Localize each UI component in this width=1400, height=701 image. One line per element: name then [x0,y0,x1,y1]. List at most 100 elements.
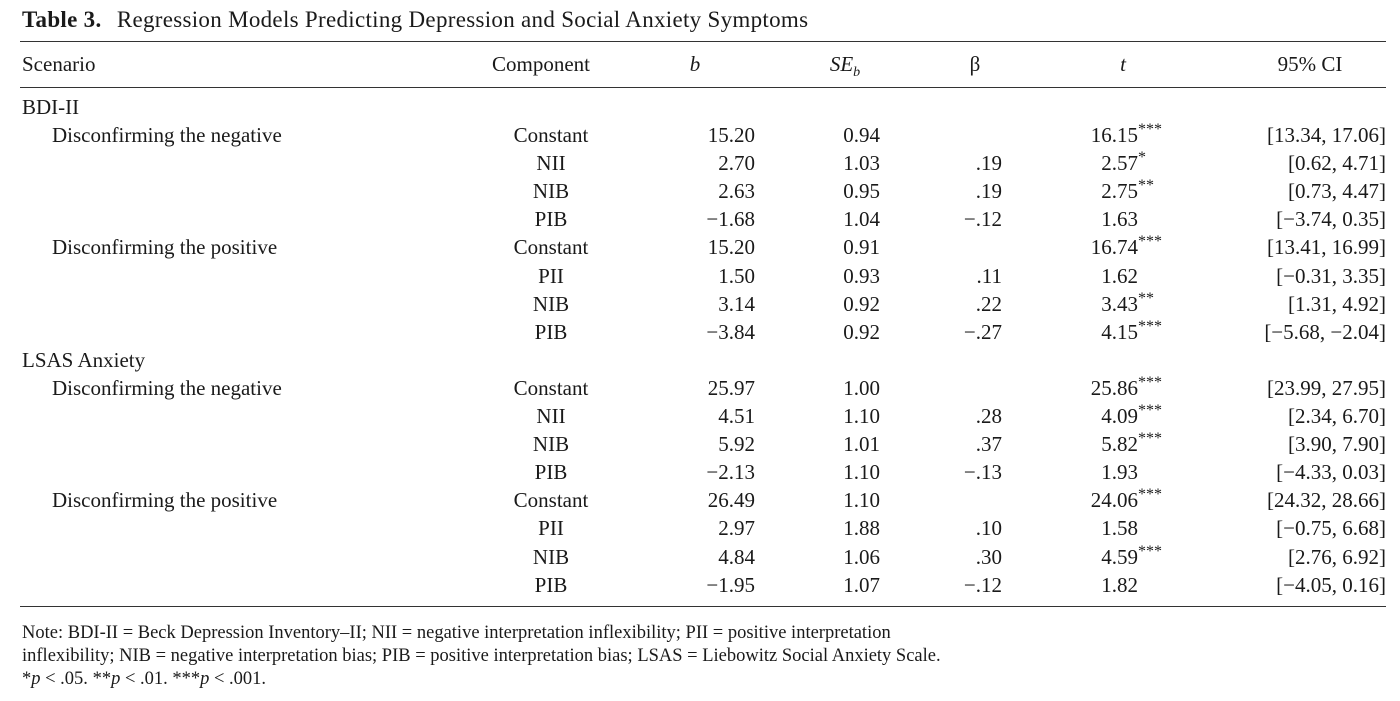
cell-beta: .19 [975,151,1002,176]
cell-b: −1.68 [706,207,755,232]
cell-ci: [1.31, 4.92] [1288,291,1386,316]
cell-b: 15.20 [707,123,755,148]
group-label: LSAS Anxiety [22,347,146,372]
cell-beta: −.12 [963,572,1002,597]
table-row: PII 2.97 1.88 .10 1.58 [−0.75, 6.68] [20,516,1386,544]
table-row: PII 1.50 0.93 .11 1.62 [−0.31, 3.35] [20,264,1386,292]
cell-b: 2.63 [718,179,755,204]
cell-t: 1.63 [1030,207,1138,232]
cell-t: 4.15 *** [1030,318,1162,345]
note-sig3-text: < .001. [209,669,267,689]
cell-beta: −.13 [963,460,1002,485]
cell-t-value: 16.74 [1090,235,1138,260]
cell-t-stars: *** [1138,430,1162,448]
cell-t-stars: *** [1138,233,1162,251]
cell-t-stars: * [1138,149,1146,167]
cell-se: 0.91 [843,235,880,260]
note-significance: *p < .05. **p < .01. ***p < .001. [22,668,1392,691]
cell-t: 24.06 *** [1030,486,1162,513]
cell-b: 4.84 [718,544,755,569]
note-line-2: inflexibility; NIB = negative interpreta… [22,646,941,666]
cell-se: 1.03 [843,151,880,176]
cell-se: 1.88 [843,516,880,541]
cell-t-stars: *** [1138,373,1162,391]
cell-component: NIB [532,544,570,569]
cell-t: 2.57 * [1030,149,1146,176]
cell-se: 0.92 [843,319,880,344]
cell-b: 15.20 [707,235,755,260]
cell-t-value: 16.15 [1090,123,1138,148]
header-se-sub: b [853,65,861,81]
note-sig2-stars: ** [92,669,112,689]
table-row: NIB 5.92 1.01 .37 5.82 *** [3.90, 7.90] [20,430,1386,460]
cell-component: PII [538,263,564,288]
cell-t: 4.09 *** [1030,402,1162,429]
cell-t: 25.86 *** [1030,374,1162,401]
cell-ci: [2.76, 6.92] [1288,544,1386,569]
cell-t-value: 5.82 [1101,432,1138,457]
cell-t: 1.82 [1030,573,1138,598]
header-se-main: SE [829,52,854,76]
cell-ci: [−4.33, 0.03] [1276,460,1386,485]
table-row: NII 4.51 1.10 .28 4.09 *** [2.34, 6.70] [20,402,1386,432]
cell-t-value: 1.63 [1101,207,1138,232]
cell-t-value: 24.06 [1090,488,1138,513]
cell-component: NII [536,151,566,176]
cell-b: 2.70 [718,151,755,176]
cell-scenario: Disconfirming the negative [52,123,282,148]
table-row: NIB 2.63 0.95 .19 2.75 ** [0.73, 4.47] [20,177,1386,207]
cell-beta: .10 [975,516,1002,541]
cell-se: 0.92 [843,291,880,316]
cell-component: Constant [513,488,589,513]
cell-t-stars: *** [1138,542,1162,560]
cell-beta: .19 [975,179,1002,204]
note-sig1-p: p [31,669,41,689]
table-row: PIB −1.68 1.04 −.12 1.63 [−3.74, 0.35] [20,207,1386,235]
cell-ci: [3.90, 7.90] [1288,432,1386,457]
cell-t-value: 3.43 [1101,291,1138,316]
cell-ci: [13.34, 17.06] [1267,123,1386,148]
cell-component: NIB [532,291,570,316]
cell-beta: .11 [976,263,1002,288]
cell-ci: [0.73, 4.47] [1288,179,1386,204]
table-row: NIB 4.84 1.06 .30 4.59 *** [2.76, 6.92] [20,542,1386,573]
cell-component: PIB [534,460,568,485]
cell-scenario: Disconfirming the positive [52,488,278,513]
cell-se: 0.94 [843,123,880,148]
cell-t-stars: ** [1138,289,1154,307]
table-note: Note: BDI-II = Beck Depression Inventory… [22,622,1392,691]
header-se: SEb [810,52,880,81]
table-row: NII 2.70 1.03 .19 2.57 * [0.62, 4.71] [20,149,1386,179]
cell-b: 5.92 [718,432,755,457]
cell-beta: −.27 [963,319,1002,344]
cell-beta: .22 [975,291,1002,316]
cell-ci: [24.32, 28.66] [1267,488,1386,513]
cell-component: NIB [532,179,570,204]
cell-t-stars: *** [1138,402,1162,420]
cell-se: 0.95 [843,179,880,204]
cell-se: 1.00 [843,375,880,400]
cell-b: 26.49 [707,488,755,513]
table-row: Disconfirming the positive Constant 15.20 0… [20,233,1386,263]
table-page: Table 3. Regression Models Predicting De… [20,0,1400,701]
cell-ci: [−0.75, 6.68] [1276,516,1386,541]
cell-se: 1.04 [843,207,880,232]
cell-se: 1.10 [843,460,880,485]
cell-ci: [0.62, 4.71] [1288,151,1386,176]
cell-t-stars: ** [1138,177,1154,195]
cell-t: 1.62 [1030,264,1138,289]
cell-t-value: 1.93 [1101,460,1138,485]
header-t: t [1120,52,1126,76]
cell-t-stars: *** [1138,317,1162,335]
cell-t-value: 1.82 [1101,572,1138,597]
cell-ci: [13.41, 16.99] [1267,235,1386,260]
cell-se: 0.93 [843,263,880,288]
cell-ci: [2.34, 6.70] [1288,404,1386,429]
table-row: Disconfirming the negative Constant 15.20 0… [20,121,1386,151]
table-row: PIB −1.95 1.07 −.12 1.82 [−4.05, 0.16] [20,573,1386,601]
top-rule [20,41,1386,42]
cell-t-value: 2.57 [1101,151,1138,176]
note-sig3-p: p [200,669,210,689]
table-body: BDI-II Disconfirming the negative Constant… [20,95,1386,601]
cell-b: 2.97 [718,516,755,541]
